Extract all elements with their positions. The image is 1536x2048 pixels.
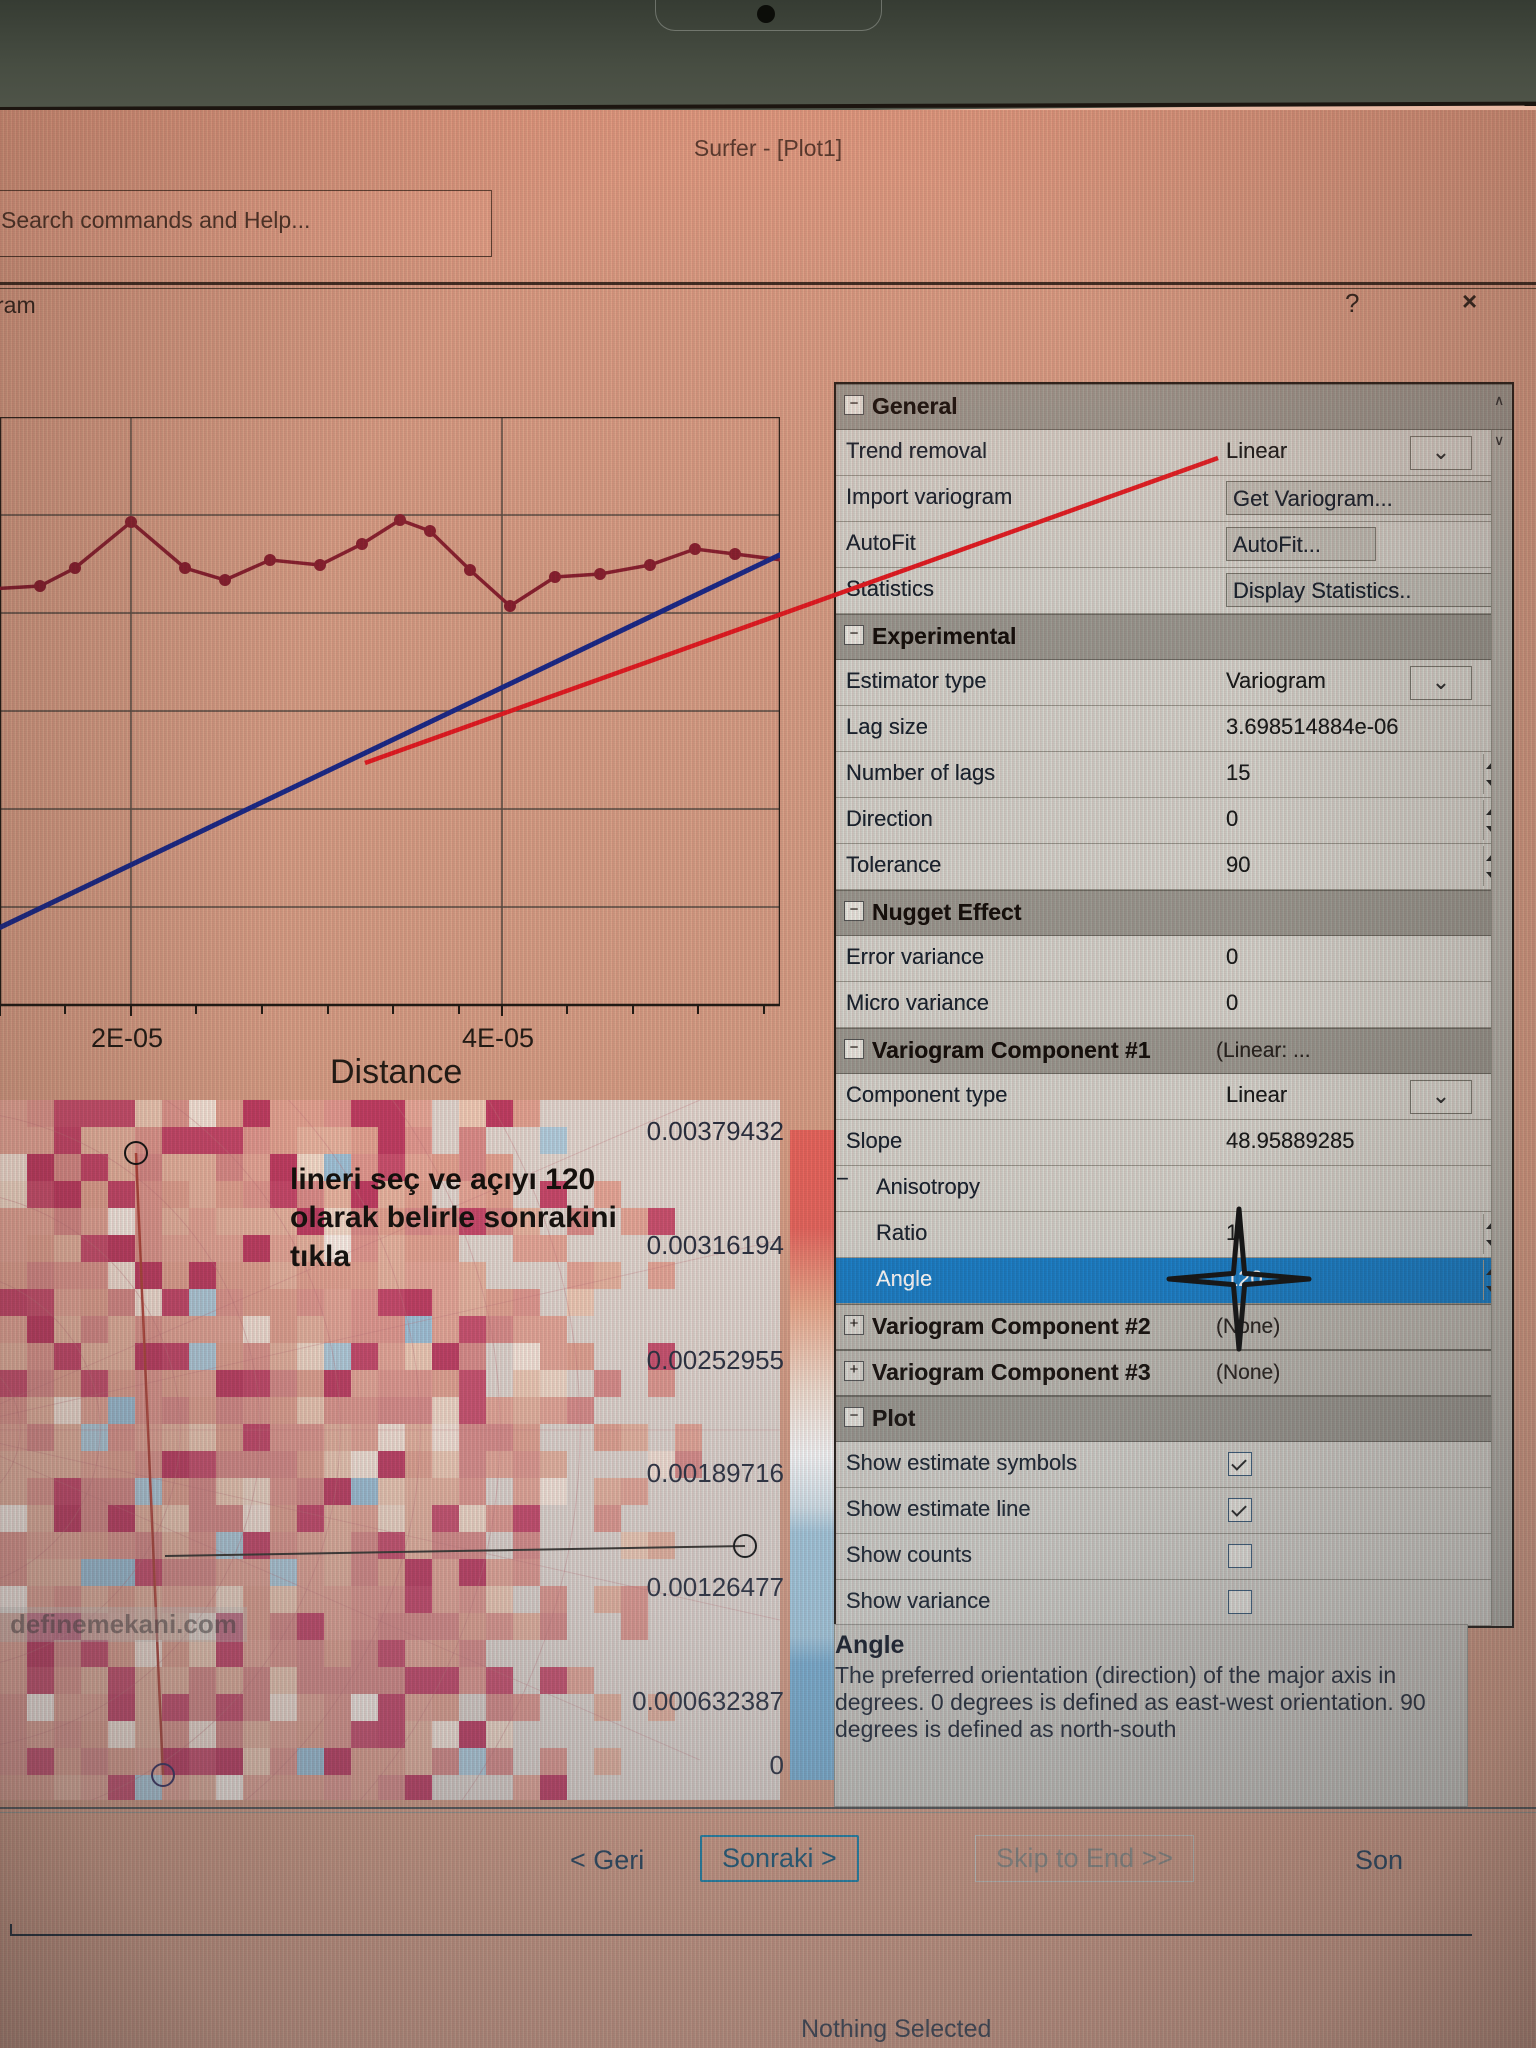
svg-text:4E-05: 4E-05 — [462, 1023, 534, 1053]
svg-text:2E-05: 2E-05 — [91, 1023, 163, 1053]
